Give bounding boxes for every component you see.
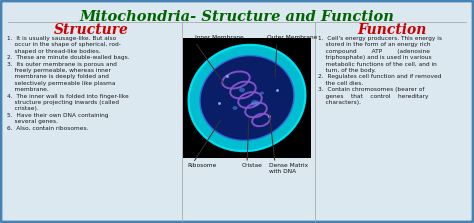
- Text: 1.  It is usually sausage-like. But also
    occur in the shape of spherical, ro: 1. It is usually sausage-like. But also …: [7, 36, 129, 131]
- Text: Ribosome: Ribosome: [187, 163, 216, 168]
- Text: Function: Function: [357, 23, 427, 37]
- Ellipse shape: [200, 56, 294, 140]
- Ellipse shape: [189, 45, 305, 151]
- Text: Dense Matrix
with DNA: Dense Matrix with DNA: [269, 163, 308, 174]
- Text: Inner Membrane: Inner Membrane: [195, 35, 244, 40]
- Text: Outer Membrane: Outer Membrane: [267, 35, 318, 40]
- Text: Mitochondria- Structure and Function: Mitochondria- Structure and Function: [80, 10, 394, 24]
- Text: Structure: Structure: [54, 23, 128, 37]
- Ellipse shape: [233, 106, 237, 110]
- Text: 1.  Cell's energy producers. This energy is
    stored in the form of an energy : 1. Cell's energy producers. This energy …: [318, 36, 442, 105]
- Bar: [183, 38, 311, 158]
- Ellipse shape: [251, 100, 259, 106]
- Ellipse shape: [260, 91, 264, 95]
- Text: Cristae: Cristae: [242, 163, 263, 168]
- Ellipse shape: [239, 88, 245, 92]
